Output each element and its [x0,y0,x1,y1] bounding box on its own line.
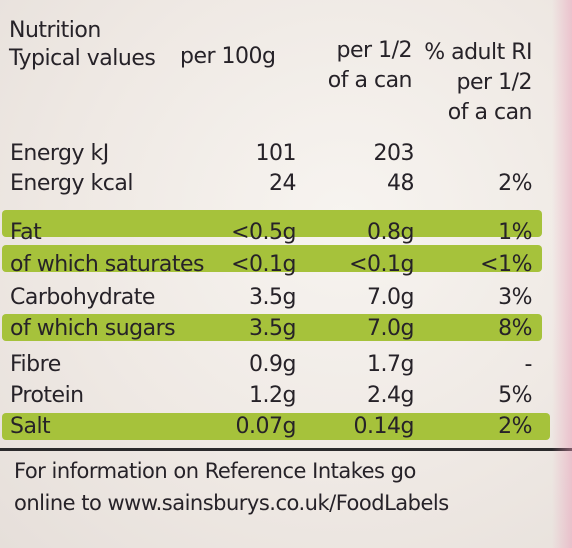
nutrient-name: Carbohydrate [10,285,155,310]
value-perhalfcan: 7.0g [367,316,414,341]
highlight-band [2,210,542,237]
col-per100g-heading: per 100g [180,44,276,69]
footer-divider [0,448,572,451]
nutrient-name: Energy kJ [10,141,109,166]
col-perhalf-heading-2: of a can [327,68,413,93]
value-per100g: 3.5g [249,285,296,310]
can-edge [552,0,572,548]
value-perhalfcan: 203 [373,141,415,166]
value-ri: <1% [480,252,532,277]
col-ri-heading-3: of a can [447,100,533,125]
value-perhalfcan: <0.1g [349,252,414,277]
col-perhalf-heading-1: per 1/2 [336,38,413,63]
footer-line-2: online to www.sainsburys.co.uk/FoodLabel… [14,491,449,515]
value-ri: 5% [498,383,532,408]
value-perhalfcan: 7.0g [367,285,414,310]
nutrient-name: Fibre [10,352,61,377]
value-ri: 2% [498,171,532,196]
nutrient-name: Protein [10,383,84,408]
value-per100g: 24 [269,171,297,196]
value-ri: 8% [498,316,532,341]
col-ri-heading-1: % adult RI [424,40,532,65]
value-per100g: 0.9g [249,352,296,377]
value-per100g: 1.2g [249,383,296,408]
nutrient-name: Salt [10,414,51,439]
value-per100g: 0.07g [235,414,297,439]
col-ri-heading-2: per 1/2 [456,70,533,95]
label-title: Nutrition [9,18,101,43]
typical-values-heading: Typical values [9,46,156,71]
value-per100g: 101 [255,141,297,166]
highlight-band [2,314,542,341]
nutrient-name: Energy kcal [10,171,133,196]
highlight-band [2,413,550,440]
value-per100g: <0.5g [231,220,296,245]
value-per100g: <0.1g [231,252,296,277]
value-ri: - [524,352,533,377]
value-ri: 2% [498,414,532,439]
value-perhalfcan: 0.14g [353,414,415,439]
nutrient-name: of which saturates [10,252,204,277]
highlight-band [2,245,542,272]
value-perhalfcan: 0.8g [367,220,414,245]
value-ri: 3% [498,285,532,310]
nutrient-name: Fat [10,220,42,245]
nutrient-name: of which sugars [10,316,176,341]
value-ri: 1% [498,220,532,245]
footer-line-1: For information on Reference Intakes go [14,459,416,483]
value-perhalfcan: 1.7g [367,352,414,377]
value-perhalfcan: 2.4g [367,383,414,408]
value-perhalfcan: 48 [387,171,415,196]
value-per100g: 3.5g [249,316,296,341]
